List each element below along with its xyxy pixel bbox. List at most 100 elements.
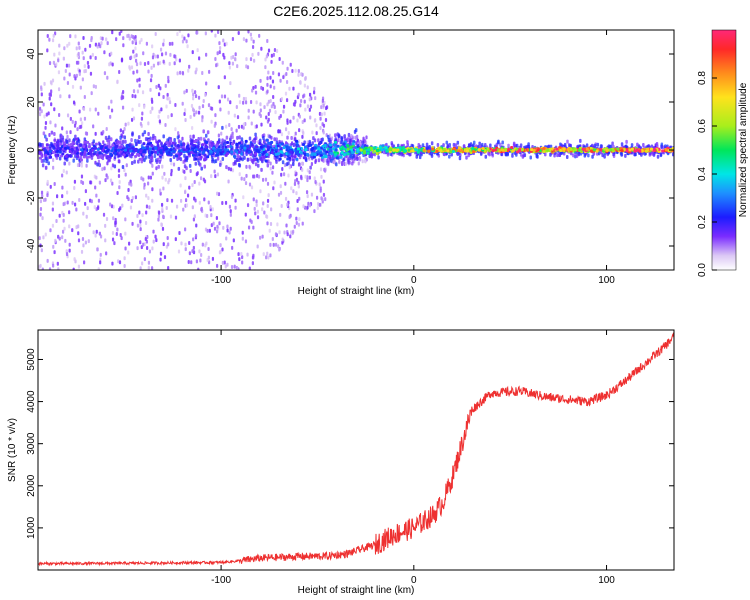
heatmap-cell [78,71,81,76]
heatmap-cell [130,34,133,39]
heatmap-cell [360,145,364,149]
heatmap-cell [225,135,229,140]
heatmap-cell [242,278,244,282]
colorbar-tick-label: 0.4 [697,167,708,181]
heatmap-cell [266,203,269,208]
heatmap-cell [217,85,220,90]
heatmap-cell [221,260,224,265]
heatmap-cell [251,52,254,57]
y-tick-label: 20 [26,96,37,108]
heatmap-cell [204,31,207,36]
heatmap-cell [170,113,173,118]
heatmap-cell [134,38,137,43]
heatmap-cell [181,34,184,39]
heatmap-cell [172,155,176,160]
heatmap-cell [77,264,81,269]
heatmap-cell [262,155,266,159]
heatmap-cell [178,149,182,153]
heatmap-marks [38,30,674,282]
heatmap-cell [322,179,325,184]
heatmap-cell [611,141,614,146]
heatmap-cell [205,81,208,86]
heatmap-cell [605,149,609,153]
heatmap-cell [131,40,134,45]
heatmap-cell [209,149,213,153]
heatmap-cell [286,157,290,161]
heatmap-cell [247,277,249,281]
heatmap-cell [85,163,88,168]
heatmap-cell [592,148,596,152]
heatmap-cell [269,75,272,80]
heatmap-cell [52,263,55,268]
heatmap-cell [61,137,65,142]
heatmap-cell [189,142,193,146]
heatmap-cell [402,146,406,150]
heatmap-cell [555,147,559,151]
heatmap-cell [659,153,663,158]
heatmap-cell [53,181,56,186]
heatmap-cell [295,177,299,182]
heatmap-cell [201,143,205,147]
heatmap-cell [115,144,119,148]
heatmap-cell [272,186,275,191]
heatmap-cell [189,169,192,174]
heatmap-cell [286,66,289,71]
heatmap-cell [111,237,115,242]
heatmap-cell [52,165,55,170]
heatmap-cell [489,143,492,148]
heatmap-cell [181,136,184,141]
heatmap-cell [130,152,134,156]
heatmap-cell [172,162,176,167]
heatmap-cell [62,213,65,218]
heatmap-cell [271,236,274,241]
heatmap-cell [369,152,373,157]
heatmap-cell [199,155,203,159]
heatmap-cell [84,47,87,52]
heatmap-cell [249,153,253,157]
heatmap-cell [98,231,101,236]
heatmap-cell [334,137,337,142]
heatmap-cell [400,152,403,157]
heatmap-cell [54,153,58,157]
heatmap-cell [131,93,134,98]
heatmap-cell [620,142,624,147]
heatmap-cell [352,154,355,159]
heatmap-cell [166,198,169,203]
heatmap-cell [243,146,247,150]
heatmap-cell [486,147,490,151]
heatmap-cell [274,232,278,237]
heatmap-cell [302,131,305,136]
heatmap-cell [215,216,218,221]
heatmap-cell [252,253,255,258]
heatmap-cell [308,97,311,102]
heatmap-cell [149,78,153,83]
heatmap-cell [296,207,299,212]
heatmap-cell [246,65,250,70]
heatmap-cell [161,154,165,159]
heatmap-cell [55,140,59,144]
heatmap-cell [89,150,93,154]
heatmap-cell [141,261,144,266]
heatmap-cell [200,252,203,257]
heatmap-cell [297,180,300,185]
heatmap-cell [282,75,285,80]
heatmap-cell [180,241,183,246]
heatmap-cell [66,113,70,118]
heatmap-cell [197,95,201,100]
heatmap-cell [104,223,107,228]
heatmap-y-label: Frequency (Hz) [7,116,18,185]
heatmap-cell [484,154,488,159]
heatmap-cell [159,191,162,196]
heatmap-cell [203,153,207,157]
heatmap-cell [167,75,170,80]
heatmap-cell [101,149,105,153]
heatmap-cell [290,154,294,158]
heatmap-cell [656,154,660,159]
heatmap-cell [42,147,46,151]
heatmap-cell [484,142,487,147]
y-tick-label: 1000 [26,516,37,539]
heatmap-cell [282,109,285,114]
heatmap-cell [265,54,269,59]
heatmap-cell [305,152,309,156]
heatmap-cell [501,140,504,145]
